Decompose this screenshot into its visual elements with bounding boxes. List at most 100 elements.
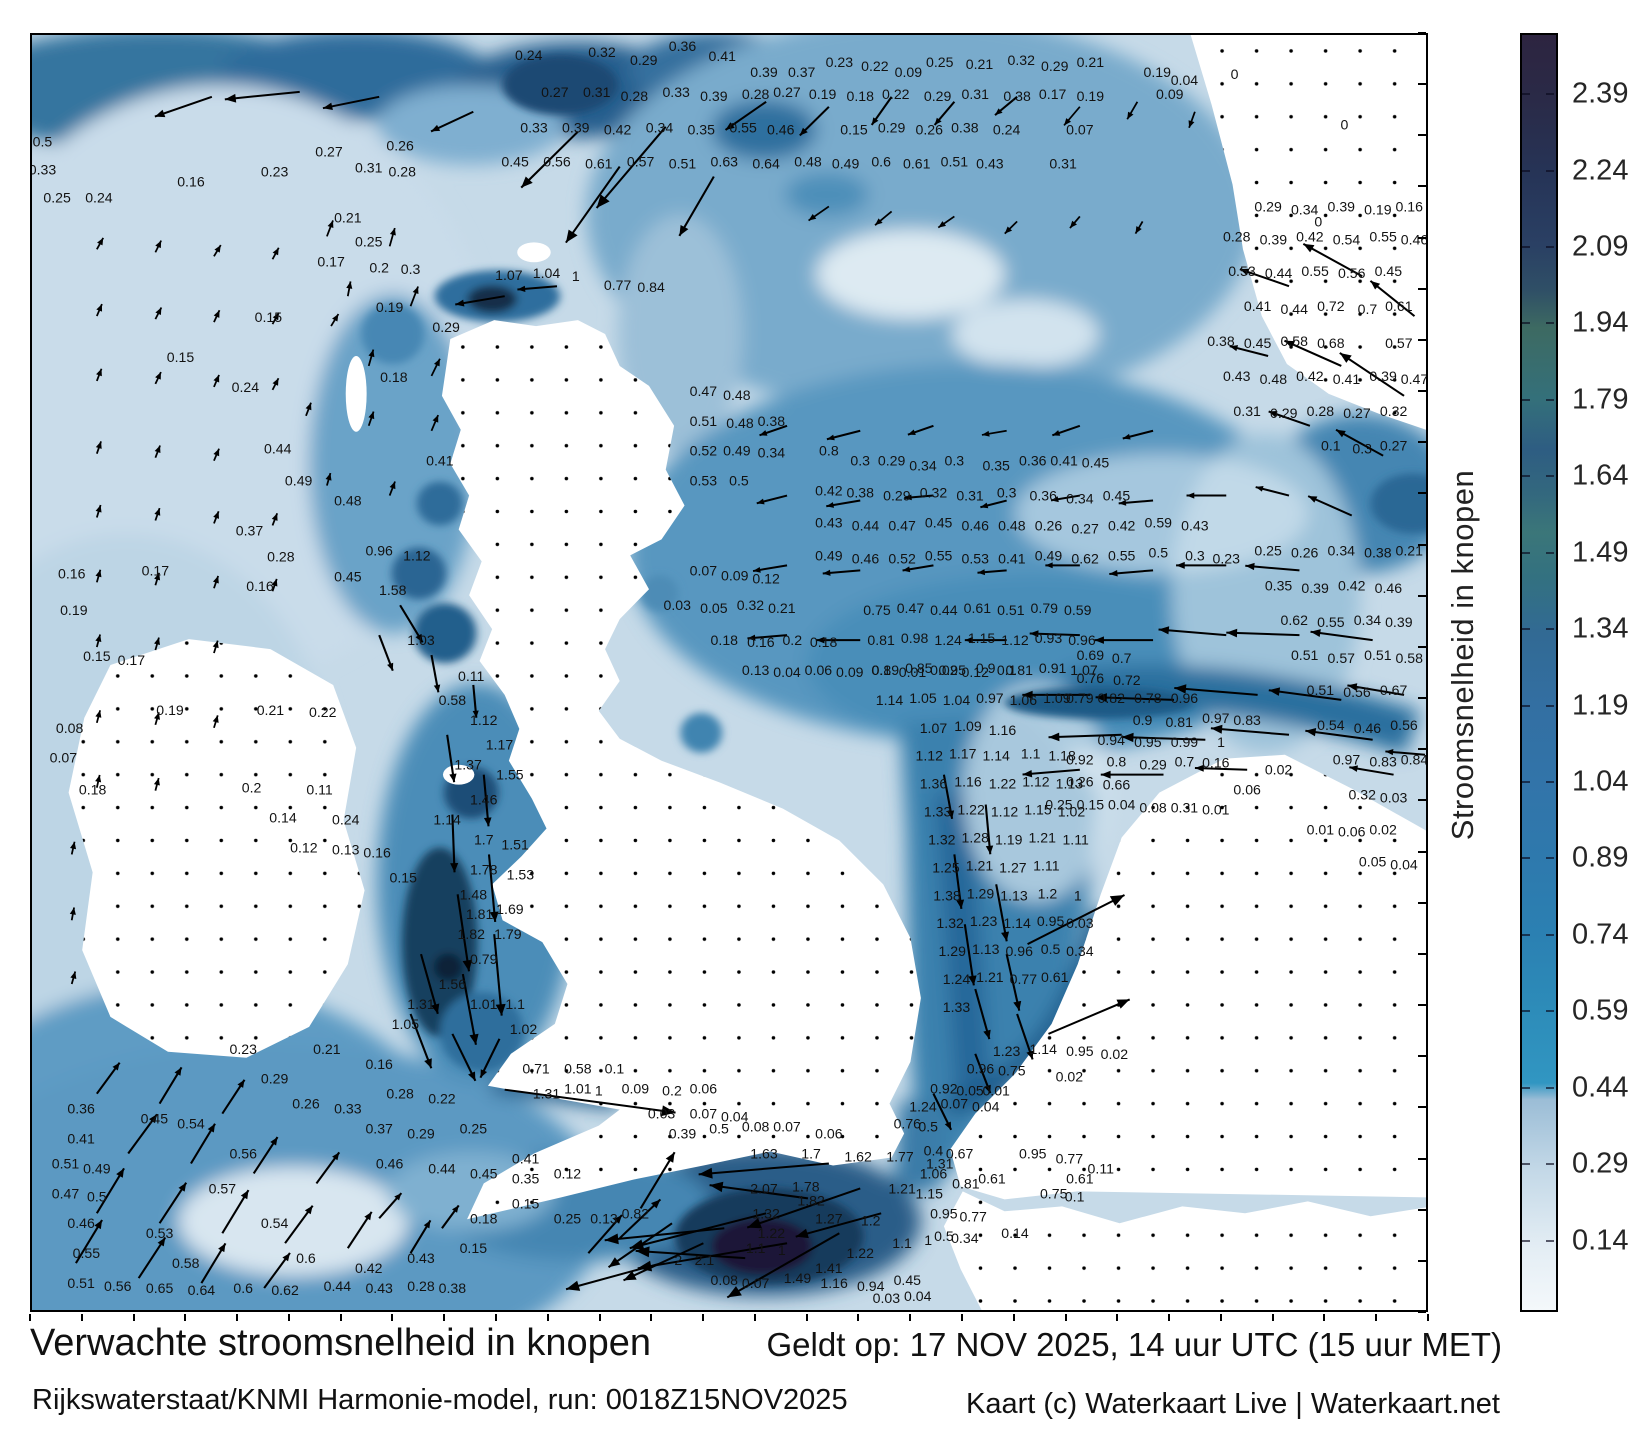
colorbar-tick-mark — [1522, 1163, 1530, 1166]
current-value-label: 0.02 — [1369, 823, 1396, 838]
current-arrow — [1369, 280, 1416, 317]
current-arrow-head — [795, 1228, 809, 1239]
current-arrow-head — [95, 569, 102, 578]
current-value-label: 1.23 — [993, 1044, 1021, 1059]
frame-tick-mark — [1427, 1314, 1429, 1321]
current-value-label: 0.15 — [167, 350, 195, 365]
current-value-label: 1.53 — [507, 868, 535, 883]
current-value-label: 0.34 — [1354, 613, 1382, 628]
colorbar-tick-mark — [1546, 933, 1554, 936]
current-value-label: 0.49 — [285, 474, 313, 489]
current-value-label: 0.95 — [1066, 1044, 1094, 1059]
current-value-label: 0.19 — [376, 300, 404, 315]
current-value-label: 0.79 — [1066, 691, 1094, 706]
current-value-label: 0.72 — [1113, 673, 1140, 688]
current-value-label: 0.55 — [73, 1246, 101, 1261]
current-value-label: 0.25 — [554, 1212, 582, 1227]
current-arrow-head — [907, 429, 916, 436]
current-arrow-head — [97, 237, 104, 246]
current-arrow-head — [1339, 352, 1352, 363]
current-value-label: 1.62 — [844, 1150, 871, 1165]
current-value-label: 0.45 — [1082, 456, 1110, 471]
current-value-label: 0.46 — [852, 552, 880, 567]
current-value-label: 0.51 — [67, 1276, 94, 1291]
current-arrow — [595, 126, 667, 209]
current-arrow-head — [799, 127, 808, 136]
colorbar-tick-label: 0.14 — [1572, 1224, 1629, 1257]
current-value-label: 1 — [572, 270, 580, 285]
current-value-label: 0.29 — [878, 121, 906, 136]
current-arrow-head — [1013, 1000, 1022, 1011]
current-value-label: 1.16 — [989, 723, 1017, 738]
current-value-label: 1.22 — [957, 803, 984, 818]
current-arrow-head — [95, 441, 102, 449]
current-value-label: 0.51 — [52, 1157, 79, 1172]
current-value-label: 0.29 — [924, 89, 952, 104]
current-value-label: 0.3 — [997, 486, 1017, 501]
current-value-label: 0.31 — [1049, 157, 1076, 172]
current-value-label: 1.07 — [1070, 663, 1097, 678]
current-arrow — [618, 1198, 662, 1239]
current-arrow-head — [154, 572, 161, 581]
current-arrow-head — [1310, 629, 1321, 637]
current-arrow-head — [1004, 226, 1013, 234]
colorbar-tick-mark — [1546, 857, 1554, 860]
current-value-label: 0.81 — [1165, 715, 1192, 730]
current-arrow-head — [1122, 433, 1131, 440]
current-value-label: 1.24 — [909, 1100, 937, 1115]
current-arrow-head — [1109, 570, 1118, 577]
current-value-label: 0.91 — [1039, 661, 1066, 676]
current-value-label: 0.45 — [894, 1273, 922, 1288]
colorbar-tick-mark — [1522, 933, 1530, 936]
current-arrow-head — [596, 194, 610, 209]
colorbar-tick-label: 1.04 — [1572, 765, 1629, 798]
current-value-label: 0.61 — [903, 157, 930, 172]
current-arrow — [1022, 768, 1080, 776]
current-value-label: 0.41 — [998, 552, 1025, 567]
current-arrow-head — [947, 810, 955, 819]
current-arrow-head — [389, 481, 396, 490]
current-arrow-head — [153, 778, 160, 786]
current-value-label: 1.48 — [460, 888, 488, 903]
current-value-label: 0.26 — [1291, 546, 1319, 561]
current-value-label: 0.82 — [622, 1207, 649, 1222]
current-arrow-head — [964, 636, 973, 644]
current-arrow-head — [1176, 561, 1185, 569]
current-value-label: 0.81 — [867, 633, 894, 648]
current-value-label: 0.39 — [750, 65, 778, 80]
current-value-label: 1.12 — [991, 805, 1018, 820]
current-arrow-head — [272, 312, 279, 321]
current-value-label: 0.01 — [982, 1084, 1009, 1099]
current-value-label: 0.58 — [439, 693, 467, 708]
current-value-label: 1 — [1074, 889, 1082, 904]
frame-tick-mark — [702, 1314, 705, 1321]
current-value-label: 0.45 — [141, 1112, 169, 1127]
current-arrow-head — [483, 817, 492, 827]
colorbar-tick-mark — [1522, 398, 1530, 401]
current-value-label: 0.12 — [962, 665, 989, 680]
current-value-label: 0.45 — [925, 516, 953, 531]
current-value-label: 0.41 — [708, 49, 735, 64]
current-arrow-head — [981, 430, 990, 437]
current-value-label: 0.23 — [261, 165, 289, 180]
current-value-label: 0.5 — [729, 474, 749, 489]
current-arrow-head — [902, 566, 911, 573]
current-value-label: 0.72 — [1317, 299, 1344, 314]
current-value-label: 0.71 — [522, 1062, 549, 1077]
current-value-label: 0.61 — [1385, 299, 1412, 314]
current-value-label: 0.92 — [930, 1082, 957, 1097]
current-value-label: 0.97 — [1333, 753, 1360, 768]
grid-dots-layer — [68, 35, 1426, 1310]
current-value-label: 2 — [674, 1253, 682, 1268]
frame-tick-mark — [1418, 543, 1426, 546]
current-value-label: 0.11 — [306, 783, 332, 798]
colorbar-tick-mark — [1522, 475, 1530, 478]
current-arrow-head — [747, 634, 756, 641]
current-value-label: 0.9 — [976, 661, 996, 676]
current-value-label: 0.64 — [188, 1283, 216, 1298]
current-value-label: 0.45 — [1244, 336, 1272, 351]
frame-tick-mark — [495, 1314, 497, 1321]
current-arrow — [639, 1151, 676, 1209]
current-value-label: 1.32 — [928, 833, 955, 848]
current-value-label: 0.33 — [662, 85, 690, 100]
